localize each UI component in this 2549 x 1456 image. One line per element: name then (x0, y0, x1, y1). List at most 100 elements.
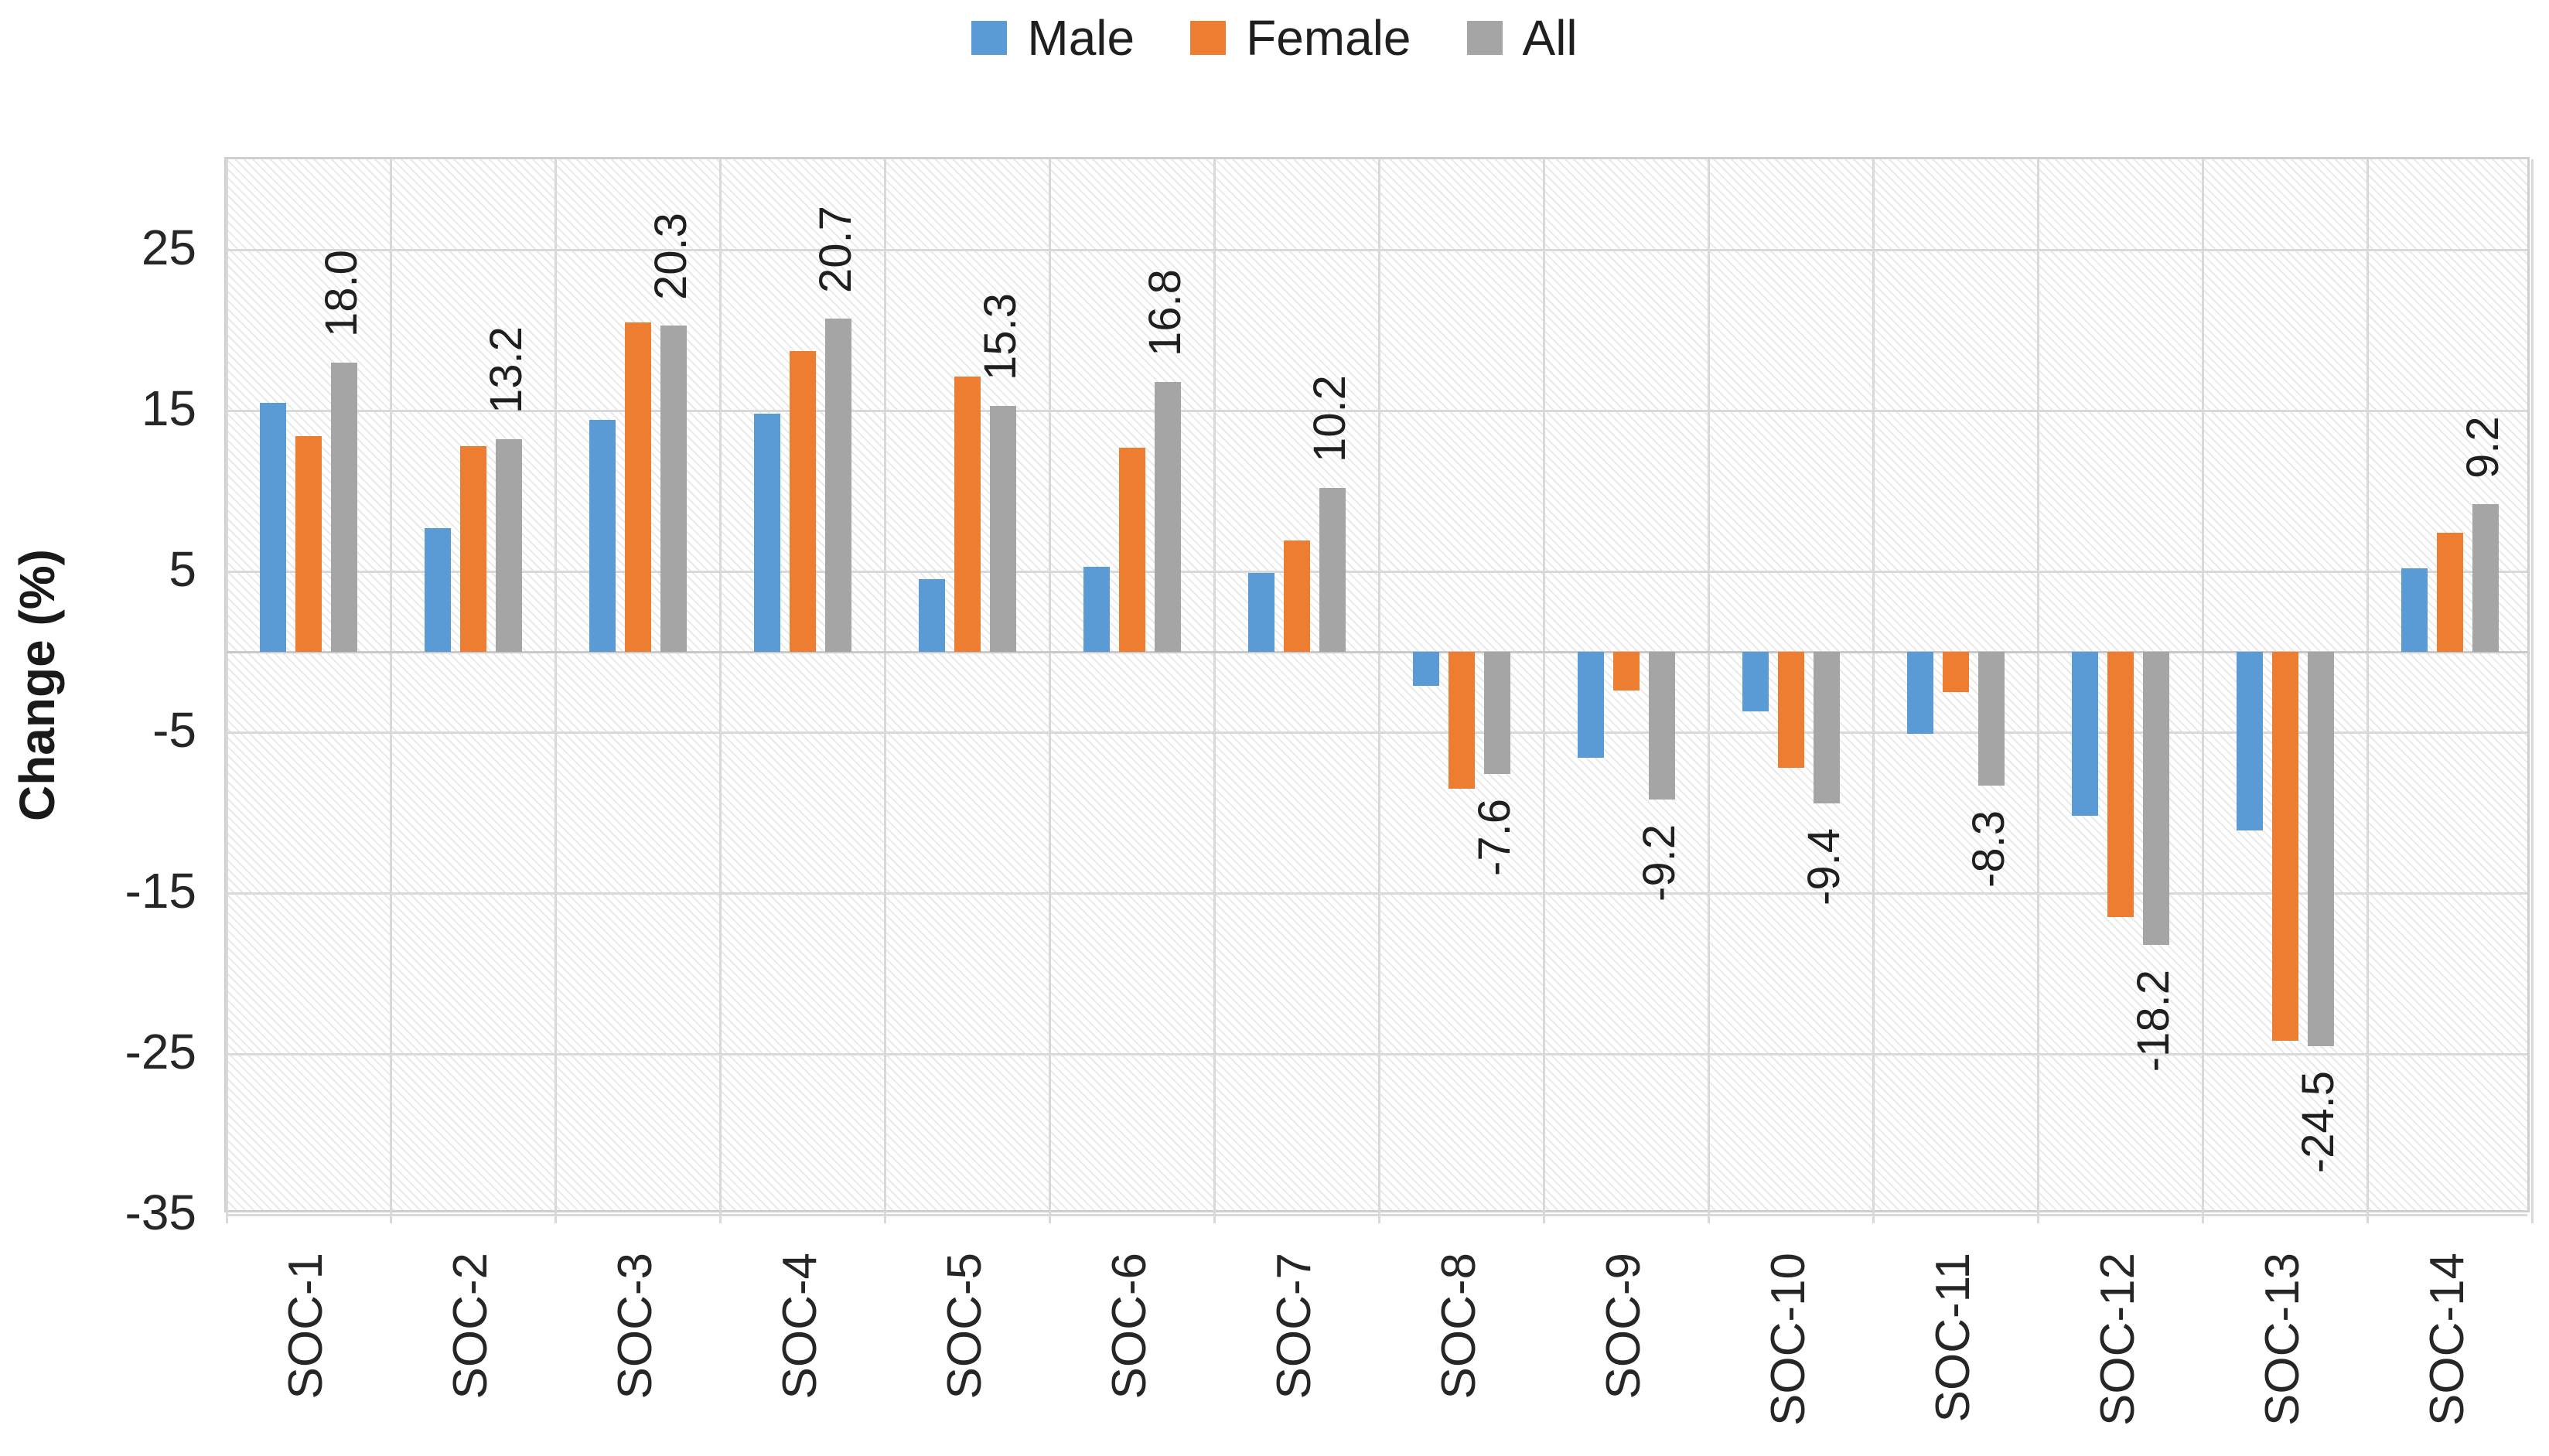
bar-female-soc-11 (1942, 652, 1969, 692)
bar-all-soc-10 (1813, 652, 1840, 803)
bar-all-soc-8 (1483, 652, 1510, 775)
gridline-v-13 (2366, 159, 2369, 1223)
y-tick--35: -35 (125, 1185, 197, 1240)
legend-label: Female (1246, 10, 1411, 66)
x-label-soc-11: SOC-11 (1926, 1253, 1980, 1423)
x-label-soc-10: SOC-10 (1761, 1253, 1815, 1426)
data-label-soc-12: -18.2 (2128, 969, 2179, 1072)
data-label-soc-10: -9.4 (1798, 827, 1849, 905)
chart-legend: Male Female All (0, 11, 2549, 65)
gridline-h--5 (227, 731, 2527, 734)
legend-swatch-male (971, 21, 1008, 55)
category-axis-line (227, 650, 2527, 653)
x-label-soc-9: SOC-9 (1596, 1253, 1650, 1400)
y-tick--5: -5 (152, 702, 196, 758)
gridline-v-7 (1378, 159, 1380, 1223)
bar-male-soc-1 (260, 402, 287, 652)
data-label-soc-1: 18.0 (316, 249, 367, 337)
bar-male-soc-7 (1248, 573, 1275, 652)
y-tick-15: 15 (141, 380, 196, 436)
gridline-v-12 (2201, 159, 2204, 1223)
x-label-soc-14: SOC-14 (2420, 1253, 2474, 1426)
gridline-v-5 (1049, 159, 1052, 1223)
data-label-soc-8: -7.6 (1469, 799, 1520, 877)
gridline-h--35 (227, 1213, 2527, 1216)
y-tick--25: -25 (125, 1024, 197, 1079)
bar-male-soc-2 (425, 527, 452, 652)
bar-female-soc-13 (2271, 652, 2298, 1042)
bar-male-soc-8 (1412, 652, 1439, 686)
bar-male-soc-10 (1742, 652, 1769, 711)
gridline-v-0 (225, 159, 228, 1223)
legend-swatch-female (1190, 21, 1227, 55)
x-label-soc-6: SOC-6 (1103, 1253, 1157, 1400)
x-label-soc-7: SOC-7 (1268, 1253, 1322, 1400)
bar-all-soc-4 (825, 319, 852, 652)
bar-all-soc-14 (2472, 503, 2499, 652)
gridline-h--15 (227, 892, 2527, 895)
bar-female-soc-1 (295, 436, 322, 652)
gridline-v-6 (1213, 159, 1216, 1223)
gridline-v-10 (1872, 159, 1875, 1223)
gridline-h-5 (227, 570, 2527, 573)
data-label-soc-14: 9.2 (2457, 415, 2508, 479)
bar-female-soc-14 (2436, 533, 2463, 652)
legend-label: Male (1027, 10, 1135, 66)
gridline-v-1 (390, 159, 393, 1223)
data-label-soc-13: -24.5 (2292, 1070, 2343, 1173)
x-label-soc-1: SOC-1 (279, 1253, 333, 1400)
bar-female-soc-3 (625, 322, 652, 652)
bar-all-soc-1 (331, 362, 358, 652)
data-label-soc-9: -9.2 (1633, 824, 1684, 902)
bar-female-soc-9 (1612, 652, 1640, 690)
data-label-soc-2: 13.2 (481, 326, 532, 414)
gridline-v-8 (1542, 159, 1545, 1223)
bar-all-soc-7 (1319, 487, 1346, 652)
bar-all-soc-9 (1648, 652, 1675, 800)
gridline-h-25 (227, 248, 2527, 251)
bar-female-soc-6 (1119, 447, 1146, 652)
bar-female-soc-4 (790, 351, 817, 652)
x-label-soc-12: SOC-12 (2090, 1253, 2145, 1426)
gridline-v-4 (884, 159, 887, 1223)
bar-all-soc-3 (660, 325, 688, 652)
bar-male-soc-11 (1906, 652, 1933, 735)
bar-all-soc-6 (1155, 381, 1182, 652)
y-tick--15: -15 (125, 863, 197, 919)
bar-male-soc-13 (2236, 652, 2263, 830)
bar-male-soc-9 (1577, 652, 1604, 759)
bar-female-soc-5 (954, 377, 981, 652)
x-label-soc-3: SOC-3 (609, 1253, 663, 1400)
gridline-h-15 (227, 409, 2527, 412)
bar-male-soc-4 (754, 414, 781, 652)
gridline-h--25 (227, 1052, 2527, 1055)
gridline-v-9 (1707, 159, 1710, 1223)
bar-male-soc-6 (1083, 566, 1111, 652)
gridline-v-14 (2530, 159, 2534, 1223)
data-label-soc-11: -8.3 (1963, 810, 2014, 888)
plot-area (224, 157, 2534, 1223)
gridline-v-3 (719, 159, 722, 1223)
legend-item-female: Female (1190, 11, 1411, 65)
bar-male-soc-3 (589, 420, 616, 652)
data-label-soc-7: 10.2 (1305, 374, 1356, 462)
gridline-v-11 (2036, 159, 2039, 1223)
bar-female-soc-8 (1448, 652, 1475, 789)
legend-item-all: All (1466, 11, 1578, 65)
legend-item-male: Male (971, 11, 1135, 65)
x-label-soc-4: SOC-4 (773, 1253, 827, 1400)
bar-all-soc-13 (2307, 652, 2334, 1046)
bar-female-soc-7 (1284, 540, 1311, 652)
bar-female-soc-2 (460, 445, 487, 652)
bar-all-soc-11 (1977, 652, 2005, 786)
bar-all-soc-12 (2142, 652, 2169, 945)
y-tick-5: 5 (169, 541, 196, 597)
bar-male-soc-12 (2071, 652, 2098, 817)
x-label-soc-2: SOC-2 (444, 1253, 498, 1400)
bar-female-soc-12 (2107, 652, 2134, 918)
data-label-soc-4: 20.7 (810, 206, 862, 294)
data-label-soc-3: 20.3 (646, 212, 697, 300)
bar-all-soc-5 (990, 405, 1017, 652)
bar-female-soc-10 (1777, 652, 1804, 768)
